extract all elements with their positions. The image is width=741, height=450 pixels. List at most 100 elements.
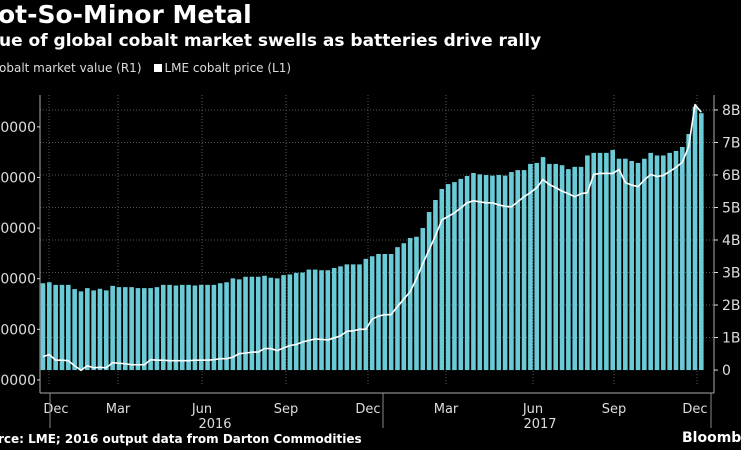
bar bbox=[680, 147, 685, 371]
bar bbox=[369, 256, 375, 371]
bar bbox=[262, 275, 267, 371]
x-year-label: 2017 bbox=[523, 417, 556, 432]
bar bbox=[572, 166, 578, 371]
bar bbox=[331, 267, 337, 371]
bar bbox=[319, 270, 324, 371]
bar bbox=[483, 174, 489, 371]
bar bbox=[141, 288, 147, 371]
bar bbox=[287, 274, 293, 371]
bar bbox=[129, 287, 134, 371]
x-tick-label: Dec bbox=[682, 402, 707, 417]
bar bbox=[230, 278, 236, 371]
bar bbox=[699, 113, 704, 371]
bar bbox=[293, 272, 299, 371]
brand-logo: Bloomber bbox=[682, 430, 741, 446]
bar bbox=[534, 162, 540, 371]
bar bbox=[135, 288, 141, 371]
bar bbox=[591, 152, 597, 371]
bar bbox=[528, 163, 533, 371]
bar bbox=[192, 285, 198, 371]
chart-title: ot-So-Minor Metal bbox=[0, 0, 252, 29]
bar bbox=[53, 284, 58, 371]
bar bbox=[445, 184, 451, 371]
bar bbox=[274, 278, 280, 371]
bar bbox=[490, 175, 495, 371]
bar bbox=[642, 158, 647, 371]
bar bbox=[414, 236, 419, 371]
bar bbox=[91, 290, 96, 371]
bar bbox=[509, 172, 514, 371]
bar bbox=[122, 287, 128, 371]
bar bbox=[585, 155, 590, 371]
bar bbox=[578, 166, 584, 371]
bar bbox=[104, 290, 109, 371]
bar bbox=[420, 227, 426, 371]
source-note: rce: LME; 2016 output data from Darton C… bbox=[0, 432, 362, 446]
bar bbox=[382, 253, 388, 371]
bar bbox=[110, 285, 115, 371]
x-tick-label: Jun bbox=[191, 402, 212, 417]
right-tick-label: 3B bbox=[722, 266, 741, 282]
bar bbox=[610, 149, 615, 371]
left-tick-label: 40000 bbox=[0, 272, 36, 288]
bar bbox=[211, 284, 217, 371]
bar bbox=[477, 174, 483, 371]
left-tick-label: 30000 bbox=[0, 322, 36, 338]
bar bbox=[281, 275, 286, 371]
bar bbox=[692, 106, 698, 371]
bar bbox=[604, 152, 609, 371]
bar bbox=[629, 160, 634, 371]
legend-line-swatch bbox=[153, 64, 162, 72]
price-line bbox=[42, 103, 702, 372]
bar bbox=[306, 269, 312, 371]
bar bbox=[154, 287, 160, 371]
x-tick-label: Mar bbox=[434, 402, 459, 417]
legend-line-series: LME cobalt price (L1) bbox=[164, 61, 292, 75]
bar bbox=[363, 258, 369, 371]
bar bbox=[401, 243, 407, 371]
bar bbox=[268, 277, 274, 371]
bar bbox=[167, 284, 172, 371]
bar bbox=[255, 276, 261, 371]
bar bbox=[198, 284, 204, 371]
x-tick-label: Sep bbox=[602, 402, 627, 417]
bar bbox=[471, 173, 476, 371]
x-tick-label: Sep bbox=[274, 402, 299, 417]
right-tick-label: 6B bbox=[722, 168, 741, 184]
axes: 20000 30000 40000 50000 60000 70000 0 1B 2B 3B 4B 5… bbox=[0, 95, 741, 432]
right-tick-label: 7B bbox=[722, 135, 741, 151]
bar bbox=[179, 284, 185, 371]
bar bbox=[47, 282, 52, 371]
left-tick-label: 50000 bbox=[0, 221, 36, 237]
bar bbox=[186, 284, 191, 371]
bar bbox=[496, 174, 502, 371]
bar bbox=[344, 264, 350, 371]
bar bbox=[502, 175, 508, 371]
legend-bar-series: obalt market value (R1) bbox=[0, 61, 142, 75]
x-tick-label: Dec bbox=[355, 402, 380, 417]
bar bbox=[40, 283, 46, 371]
bar bbox=[433, 200, 438, 371]
bar bbox=[540, 157, 546, 371]
bar bbox=[395, 247, 400, 371]
bar bbox=[426, 212, 432, 371]
bar bbox=[667, 152, 672, 371]
bar bbox=[224, 282, 229, 371]
bar bbox=[566, 169, 571, 371]
left-tick-label: 60000 bbox=[0, 170, 36, 186]
bar bbox=[72, 289, 77, 371]
left-tick-label: 20000 bbox=[0, 373, 36, 389]
bar bbox=[325, 270, 331, 371]
x-tick-label: Dec bbox=[43, 402, 68, 417]
bar bbox=[458, 178, 464, 371]
bar bbox=[173, 285, 179, 371]
left-tick-label: 70000 bbox=[0, 120, 36, 136]
bar bbox=[160, 284, 166, 371]
bar bbox=[661, 155, 666, 371]
right-tick-label: 2B bbox=[722, 298, 741, 314]
chart-subtitle: ue of global cobalt market swells as bat… bbox=[0, 31, 542, 51]
bar bbox=[78, 291, 84, 371]
bar bbox=[350, 264, 356, 371]
right-tick-label: 5B bbox=[722, 200, 741, 216]
